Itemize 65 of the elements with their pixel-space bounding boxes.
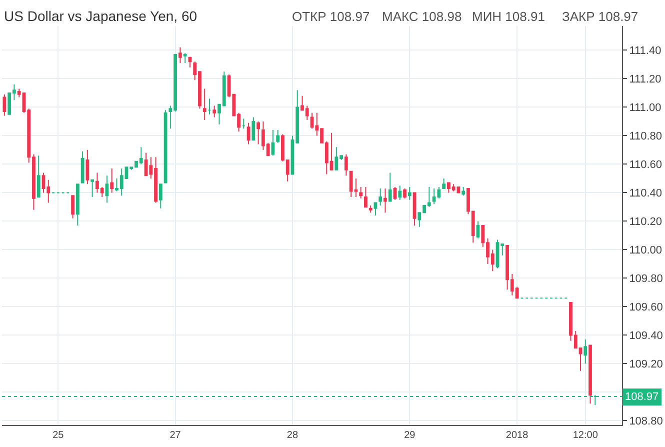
candlestick xyxy=(403,188,406,199)
x-tick-label: 29 xyxy=(404,430,416,441)
candlestick xyxy=(398,185,402,200)
candlestick xyxy=(588,344,592,404)
candlestick xyxy=(476,220,480,239)
candlestick xyxy=(359,186,363,199)
y-tick-label: 111.00 xyxy=(629,102,662,114)
candlestick xyxy=(76,184,80,226)
candlestick xyxy=(110,168,114,194)
y-tick-label: 110.60 xyxy=(629,159,662,172)
x-tick-label: 12:00 xyxy=(572,430,598,441)
x-tick-label: 27 xyxy=(170,430,182,441)
candlestick xyxy=(252,116,256,140)
candlestick xyxy=(105,175,109,204)
ref-line-label: 108.97 xyxy=(625,391,659,403)
candlestick xyxy=(212,105,216,118)
candlestick xyxy=(2,94,6,116)
candlestick xyxy=(344,154,348,176)
candlestick xyxy=(378,188,382,206)
candlestick xyxy=(178,46,182,64)
candlestick xyxy=(242,118,246,130)
x-tick-label: 25 xyxy=(52,430,64,441)
x-tick-label: 28 xyxy=(286,430,298,441)
y-tick-label: 111.40 xyxy=(629,45,662,58)
chart-title: US Dollar vs Japanese Yen, 60 xyxy=(4,8,198,24)
text: МАКС 108.98 xyxy=(382,9,462,24)
candlestick xyxy=(208,98,212,115)
candlestick xyxy=(412,192,416,226)
candlestick xyxy=(71,195,74,219)
candlestick xyxy=(462,186,466,196)
candlestick xyxy=(364,186,368,208)
candlestick xyxy=(368,205,372,214)
candlestick xyxy=(86,149,90,185)
text: ЗАКР 108.97 xyxy=(562,9,638,24)
y-tick-label: 109.60 xyxy=(629,302,663,314)
candlestick xyxy=(80,150,84,184)
candlestick xyxy=(271,130,275,156)
candlestick xyxy=(384,188,387,214)
candlestick xyxy=(276,130,280,144)
candlestick xyxy=(188,56,192,68)
y-tick-label: 110.40 xyxy=(629,188,662,200)
y-tick-label: 109.20 xyxy=(629,358,663,371)
candlestick xyxy=(584,339,588,364)
y-tick-label: 110.00 xyxy=(629,244,662,257)
candlestick xyxy=(183,52,187,64)
candlestick xyxy=(393,186,397,200)
y-tick-label: 110.80 xyxy=(629,130,662,143)
candlestick xyxy=(374,202,378,216)
candlestick xyxy=(90,179,94,198)
candlestick xyxy=(158,184,162,209)
text: МИН 108.91 xyxy=(472,9,545,24)
y-tick-label: 110.20 xyxy=(629,216,662,228)
y-tick-label: 108.80 xyxy=(629,416,663,428)
candlestick xyxy=(442,178,446,189)
candlestick xyxy=(202,88,206,121)
candlestick xyxy=(246,122,250,145)
y-tick-label: 109.40 xyxy=(629,330,663,342)
x-tick-label: 2018 xyxy=(506,430,529,441)
y-tick-label: 111.20 xyxy=(629,74,662,86)
candlestick xyxy=(388,172,392,202)
candlestick xyxy=(408,186,412,200)
candlestick xyxy=(256,120,260,145)
text: ОТКР 108.97 xyxy=(292,9,370,24)
candlestick xyxy=(36,155,40,198)
y-tick-label: 109.80 xyxy=(629,273,663,286)
